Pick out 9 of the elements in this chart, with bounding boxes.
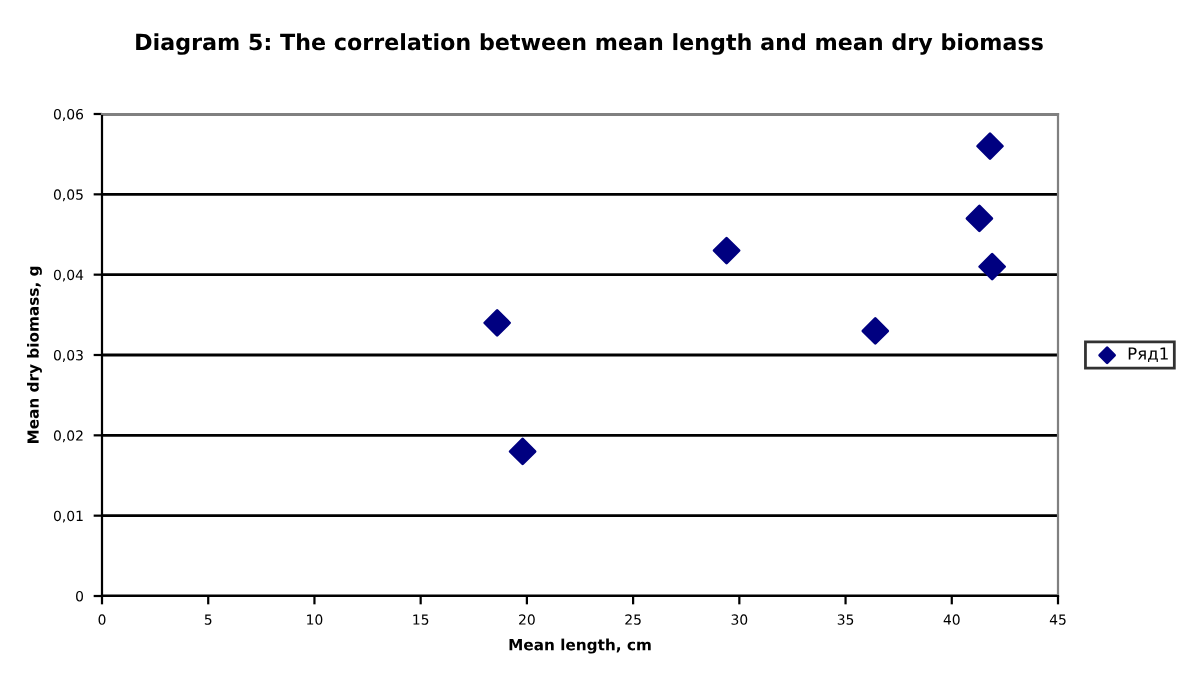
point (965, 204, 994, 233)
point (976, 132, 1004, 160)
point (712, 236, 741, 265)
point (978, 252, 1006, 281)
legend-label: Ряд1 (1128, 347, 1168, 362)
chart-title: Diagram 5: The correlation between mean length and mean dry biomass (136, 33, 1043, 55)
point (508, 437, 537, 466)
point (483, 309, 511, 337)
point (861, 317, 890, 345)
